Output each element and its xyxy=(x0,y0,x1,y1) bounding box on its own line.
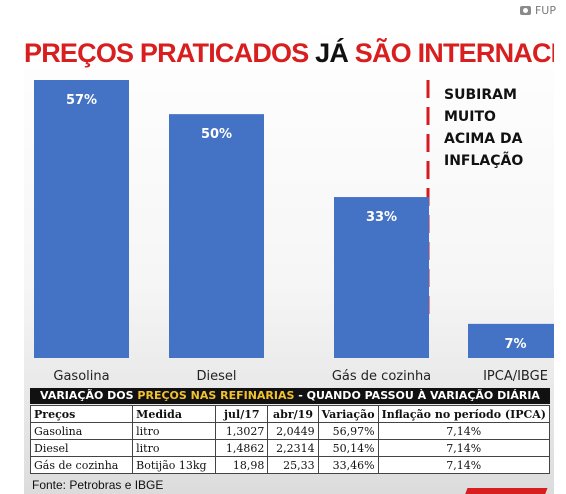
table-cell: 2,0449 xyxy=(267,422,319,440)
price-table: Preços Medida jul/17 abr/19 Variação Inf… xyxy=(29,405,551,474)
camera-icon xyxy=(519,6,531,15)
table-row: Gás de cozinha Botijão 13kg 18,98 25,33 … xyxy=(29,456,551,474)
table-cell: 18,98 xyxy=(215,456,269,474)
table-cell: 7,14% xyxy=(377,456,551,474)
table-cell: 50,14% xyxy=(317,439,379,457)
note-line-1: SUBIRAM xyxy=(444,87,517,103)
header-cell: Preços xyxy=(29,405,134,423)
title-part-3: SÃO INTERNACIONAIS xyxy=(354,38,554,68)
bar-value-label: 57% xyxy=(66,93,97,108)
title-part-2: JÁ xyxy=(315,38,349,68)
bar-value-label: 7% xyxy=(504,337,526,352)
table-cell: Gás de cozinha xyxy=(29,456,134,474)
category-label: Gasolina xyxy=(53,369,109,384)
source-note: Fonte: Petrobras e IBGE xyxy=(32,478,164,492)
credit-text: FUP xyxy=(534,4,556,17)
header-cell: jul/17 xyxy=(215,405,269,423)
bar-gasolina xyxy=(34,80,129,358)
bar-value-label: 50% xyxy=(201,127,232,142)
note-line-4: INFLAÇÃO xyxy=(444,153,524,169)
bar-chart: 57% 50% 33% 7% Gasolina Diesel Gás de cozinha I… xyxy=(34,80,554,384)
table-cell: litro xyxy=(132,439,217,457)
category-label: Gás de cozinha xyxy=(332,369,431,384)
decorative-corner xyxy=(464,488,548,494)
bar-value-label: 33% xyxy=(366,210,397,225)
note-line-2: MUITO xyxy=(444,109,496,125)
header-cell: Variação xyxy=(317,405,379,423)
table-cell: 7,14% xyxy=(377,422,551,440)
table-cell: 25,33 xyxy=(267,456,319,474)
category-label: Diesel xyxy=(196,369,236,384)
table-cell: Botijão 13kg xyxy=(132,456,217,474)
table-cell: 56,97% xyxy=(317,422,379,440)
table-cell: Diesel xyxy=(29,439,134,457)
table-title-part-1: VARIAÇÃO DOS xyxy=(40,389,138,402)
annotation-note: SUBIRAM MUITO ACIMA DA INFLAÇÃO xyxy=(444,84,523,172)
header-cell: Medida xyxy=(132,405,217,423)
title-part-1: PREÇOS PRATICADOS xyxy=(24,38,316,68)
table-cell: Gasolina xyxy=(29,422,134,440)
photo-credit: FUP xyxy=(519,4,556,17)
table-cell: 1,3027 xyxy=(215,422,269,440)
bar-g-s-de-cozinha xyxy=(334,197,429,358)
table-title-highlight: PREÇOS NAS REFINARIAS xyxy=(137,389,295,402)
table-cell: 2,2314 xyxy=(267,439,319,457)
category-labels: Gasolina Diesel Gás de cozinha IPCA/IBGE xyxy=(53,369,548,384)
table-cell: 1,4862 xyxy=(215,439,269,457)
table-title: VARIAÇÃO DOS PREÇOS NAS REFINARIAS - QUA… xyxy=(30,388,550,404)
page-title: PREÇOS PRATICADOS JÁ SÃO INTERNACIONAIS xyxy=(24,38,554,69)
table-header-row: Preços Medida jul/17 abr/19 Variação Inf… xyxy=(29,405,551,423)
header-cell: Inflação no período (IPCA) xyxy=(377,405,551,423)
table-cell: litro xyxy=(132,422,217,440)
header-cell: abr/19 xyxy=(267,405,319,423)
table-row: Diesel litro 1,4862 2,2314 50,14% 7,14% xyxy=(29,439,551,457)
table-row: Gasolina litro 1,3027 2,0449 56,97% 7,14… xyxy=(29,422,551,440)
note-line-3: ACIMA DA xyxy=(444,131,523,147)
table-cell: 33,46% xyxy=(317,456,379,474)
bar-diesel xyxy=(169,114,264,358)
infographic: PREÇOS PRATICADOS JÁ SÃO INTERNACIONAIS … xyxy=(24,24,554,494)
table-title-part-2: - QUANDO PASSOU À VARIAÇÃO DIÁRIA xyxy=(294,389,540,402)
table-cell: 7,14% xyxy=(377,439,551,457)
category-label: IPCA/IBGE xyxy=(483,369,548,384)
bar-ipca-ibge xyxy=(468,323,554,358)
